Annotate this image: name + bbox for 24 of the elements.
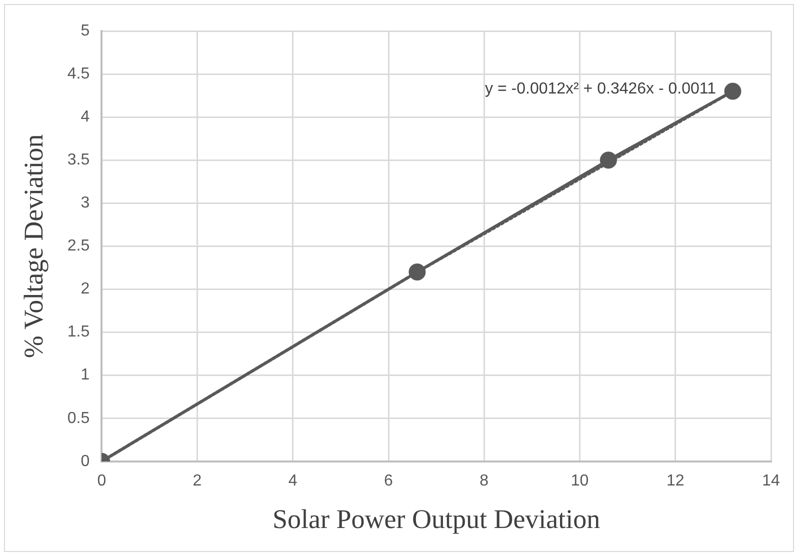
y-tick-label: 5 [80,22,90,40]
y-tick-label: 0 [80,452,90,470]
annotation: y = -0.0012x² + 0.3426x - 0.0011 [485,80,716,98]
x-tick-label: 2 [192,472,202,490]
y-tick-label: 3 [80,194,90,212]
y-tick-label: 1.5 [67,324,90,341]
y-tick-label: 2 [80,280,90,298]
x-tick-label: 8 [480,472,489,490]
y-axis-title: % Voltage Deviation [18,134,48,358]
y-tick-label: 0.5 [67,410,90,427]
y-tick-label: 3.5 [67,152,90,169]
y-tick-label: 4 [80,108,90,126]
x-axis-title: Solar Power Output Deviation [272,504,601,534]
x-tick-label: 0 [97,472,106,490]
x-tick-label: 6 [384,472,394,490]
x-tick-label: 12 [666,472,684,490]
y-tick-label: 1 [80,366,90,384]
y-tick-label: 4.5 [67,65,90,82]
x-tick-label: 10 [570,472,589,490]
x-tick-label: 4 [288,472,298,490]
y-tick-label: 2.5 [67,238,90,255]
point [600,152,617,169]
x-tick-label: 14 [762,472,780,490]
point [724,82,742,100]
